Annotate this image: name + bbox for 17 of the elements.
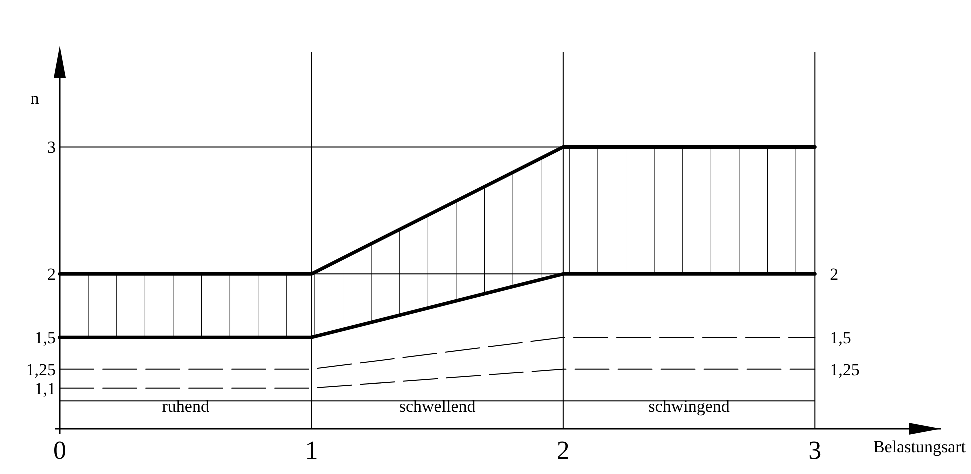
y-tick-label: 1,5 <box>34 328 56 348</box>
y-tick-label: 1,25 <box>26 360 56 380</box>
x-tick-label: 0 <box>54 436 66 465</box>
y-axis-title: n <box>30 89 40 108</box>
y2-tick-label: 1,25 <box>830 360 860 380</box>
y2-tick-label: 1,5 <box>830 328 852 348</box>
x-tick-label: 3 <box>808 436 822 465</box>
x-tick-label: 1 <box>305 436 318 465</box>
y2-tick-label: 2 <box>830 265 839 284</box>
y-tick-label: 1,1 <box>34 379 56 398</box>
annotation: schwellend <box>399 397 476 416</box>
annotation: schwingend <box>648 397 730 416</box>
y-tick-label: 3 <box>48 138 56 158</box>
y-tick-label: 2 <box>48 265 56 284</box>
x-tick-label: 2 <box>556 436 570 465</box>
annotation: ruhend <box>162 397 210 416</box>
x-axis-title: Belastungsart <box>873 438 966 457</box>
